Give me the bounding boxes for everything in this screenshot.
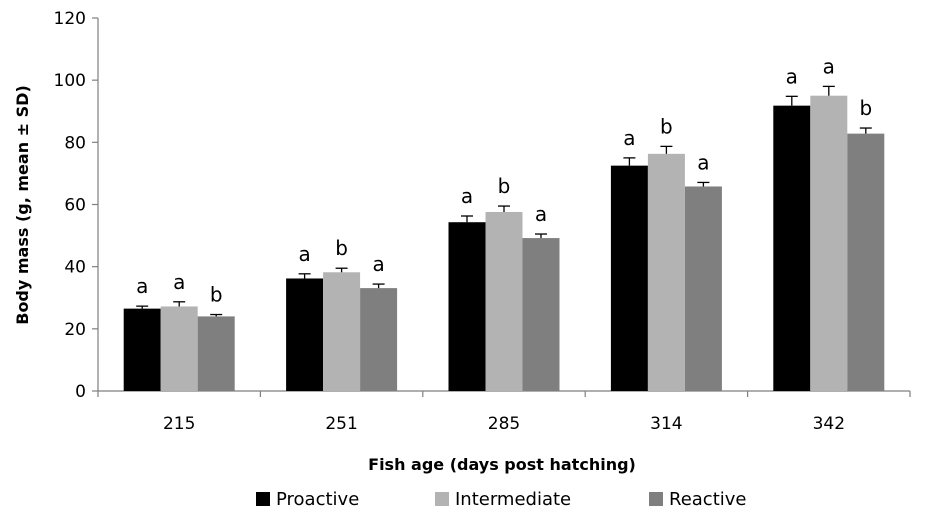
bar	[522, 238, 560, 391]
bar	[448, 222, 486, 391]
y-tick-label: 0	[75, 382, 86, 402]
bar	[160, 306, 198, 391]
x-tick-label: 215	[163, 414, 195, 434]
significance-label: a	[823, 54, 835, 78]
significance-label: a	[535, 202, 547, 226]
significance-label: b	[498, 174, 511, 198]
bar	[810, 95, 848, 391]
significance-label: a	[173, 270, 185, 294]
y-tick-label: 100	[54, 71, 86, 91]
y-tick-label: 60	[64, 196, 86, 216]
significance-label: a	[372, 252, 384, 276]
bar	[360, 288, 398, 391]
legend-label: Proactive	[276, 489, 359, 510]
significance-label: a	[461, 184, 473, 208]
bar	[647, 153, 685, 391]
bar	[684, 186, 722, 391]
legend-swatch	[256, 492, 270, 506]
x-tick-label: 342	[813, 414, 845, 434]
significance-label: a	[623, 126, 635, 150]
legend: Proactive Intermediate Reactive	[256, 489, 746, 510]
bar	[123, 308, 161, 391]
bar	[286, 278, 324, 391]
legend-swatch	[435, 492, 449, 506]
x-axis-title: Fish age (days post hatching)	[368, 455, 636, 474]
significance-label: b	[210, 283, 223, 307]
bar	[197, 316, 235, 391]
y-tick-label: 80	[64, 133, 86, 153]
x-tick-label: 285	[488, 414, 520, 434]
significance-label: b	[859, 96, 872, 120]
bar	[773, 105, 811, 391]
y-tick-label: 20	[64, 320, 86, 340]
bar	[847, 133, 885, 391]
bar	[610, 165, 648, 391]
significance-label: b	[335, 236, 348, 260]
bar	[323, 272, 361, 391]
legend-swatch	[649, 492, 663, 506]
y-tick-label: 120	[54, 9, 86, 29]
y-tick-label: 40	[64, 258, 86, 278]
significance-label: a	[136, 274, 148, 298]
significance-label: a	[786, 64, 798, 88]
legend-label: Intermediate	[455, 489, 571, 510]
legend-label: Reactive	[669, 489, 746, 510]
significance-label: a	[697, 150, 709, 174]
x-tick-label: 314	[650, 414, 682, 434]
y-axis-title: Body mass (g, mean ± SD)	[13, 85, 32, 325]
x-tick-label: 251	[325, 414, 357, 434]
significance-label: b	[660, 114, 673, 138]
significance-label: a	[298, 242, 310, 266]
bar	[485, 211, 523, 391]
